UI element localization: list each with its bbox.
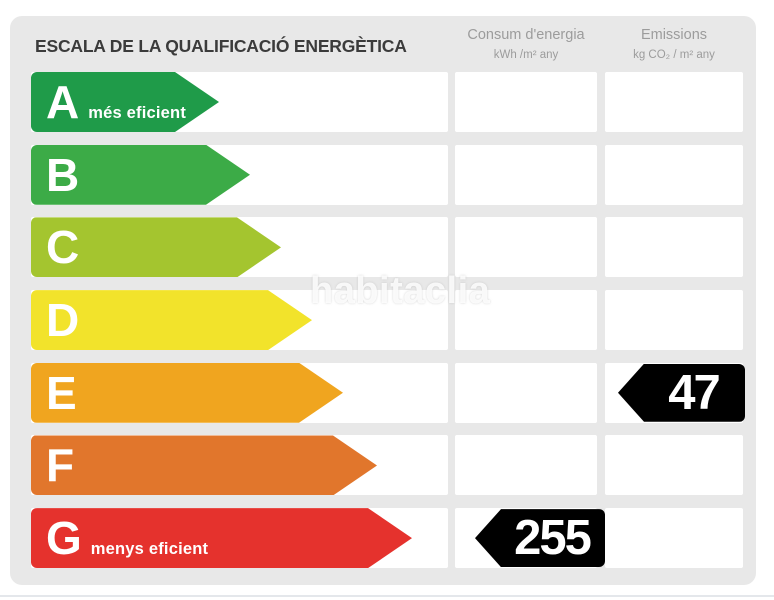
consumption-cell bbox=[455, 362, 597, 423]
consumption-cell bbox=[455, 435, 597, 496]
emissions-label: Emissions bbox=[640, 27, 708, 43]
rating-row-b: B bbox=[10, 144, 756, 205]
consumption-cell bbox=[455, 217, 597, 278]
rating-arrow-b: B bbox=[31, 145, 250, 205]
grade-letter: A bbox=[46, 76, 80, 128]
emissions-cell bbox=[605, 217, 743, 278]
rating-row-f: F bbox=[10, 435, 756, 496]
panel-title: ESCALA DE LA QUALIFICACIÓ ENERGÈTICA bbox=[35, 36, 407, 56]
emissions-cell bbox=[605, 435, 743, 496]
consumption-cell bbox=[455, 72, 597, 132]
rating-arrow-e: E bbox=[31, 363, 343, 423]
grade-note: més eficient bbox=[88, 104, 187, 122]
emissions-value-badge: 47 bbox=[618, 363, 745, 422]
consumption-value: 255 bbox=[514, 511, 592, 566]
rating-arrow-f: F bbox=[31, 435, 377, 495]
rating-row-d: D bbox=[10, 290, 756, 351]
emissions-cell bbox=[605, 508, 743, 569]
grade-letter: C bbox=[46, 221, 80, 274]
watermark-swoosh-icon bbox=[312, 304, 356, 320]
grade-letter: G bbox=[46, 512, 82, 565]
consumption-label: Consum d'energia bbox=[467, 27, 585, 43]
grade-note: menys eficient bbox=[90, 540, 209, 559]
emissions-unit: kg CO₂ / m² any bbox=[633, 49, 715, 61]
emissions-cell bbox=[605, 72, 743, 132]
consumption-value-badge: 255 bbox=[475, 509, 605, 568]
grade-letter: B bbox=[46, 148, 80, 201]
emissions-value: 47 bbox=[668, 365, 720, 420]
bottom-divider bbox=[0, 595, 774, 597]
emissions-cell bbox=[605, 144, 743, 205]
grade-letter: E bbox=[46, 366, 77, 419]
consumption-cell bbox=[455, 144, 597, 205]
rating-arrow-c: C bbox=[31, 217, 281, 277]
rating-row-e: E 47 bbox=[10, 362, 756, 423]
grade-letter: D bbox=[46, 294, 80, 347]
rating-row-c: C bbox=[10, 217, 756, 278]
consumption-unit: kWh /m² any bbox=[493, 49, 559, 61]
rating-arrow-d: D bbox=[31, 290, 312, 350]
column-header-consumption: Consum d'energia kWh /m² any bbox=[445, 25, 607, 63]
rating-panel: ESCALA DE LA QUALIFICACIÓ ENERGÈTICA Con… bbox=[10, 16, 756, 585]
consumption-cell bbox=[455, 290, 597, 351]
column-header-emissions: Emissions kg CO₂ / m² any bbox=[599, 25, 749, 63]
emissions-cell bbox=[605, 290, 743, 351]
grade-letter: F bbox=[46, 439, 75, 492]
